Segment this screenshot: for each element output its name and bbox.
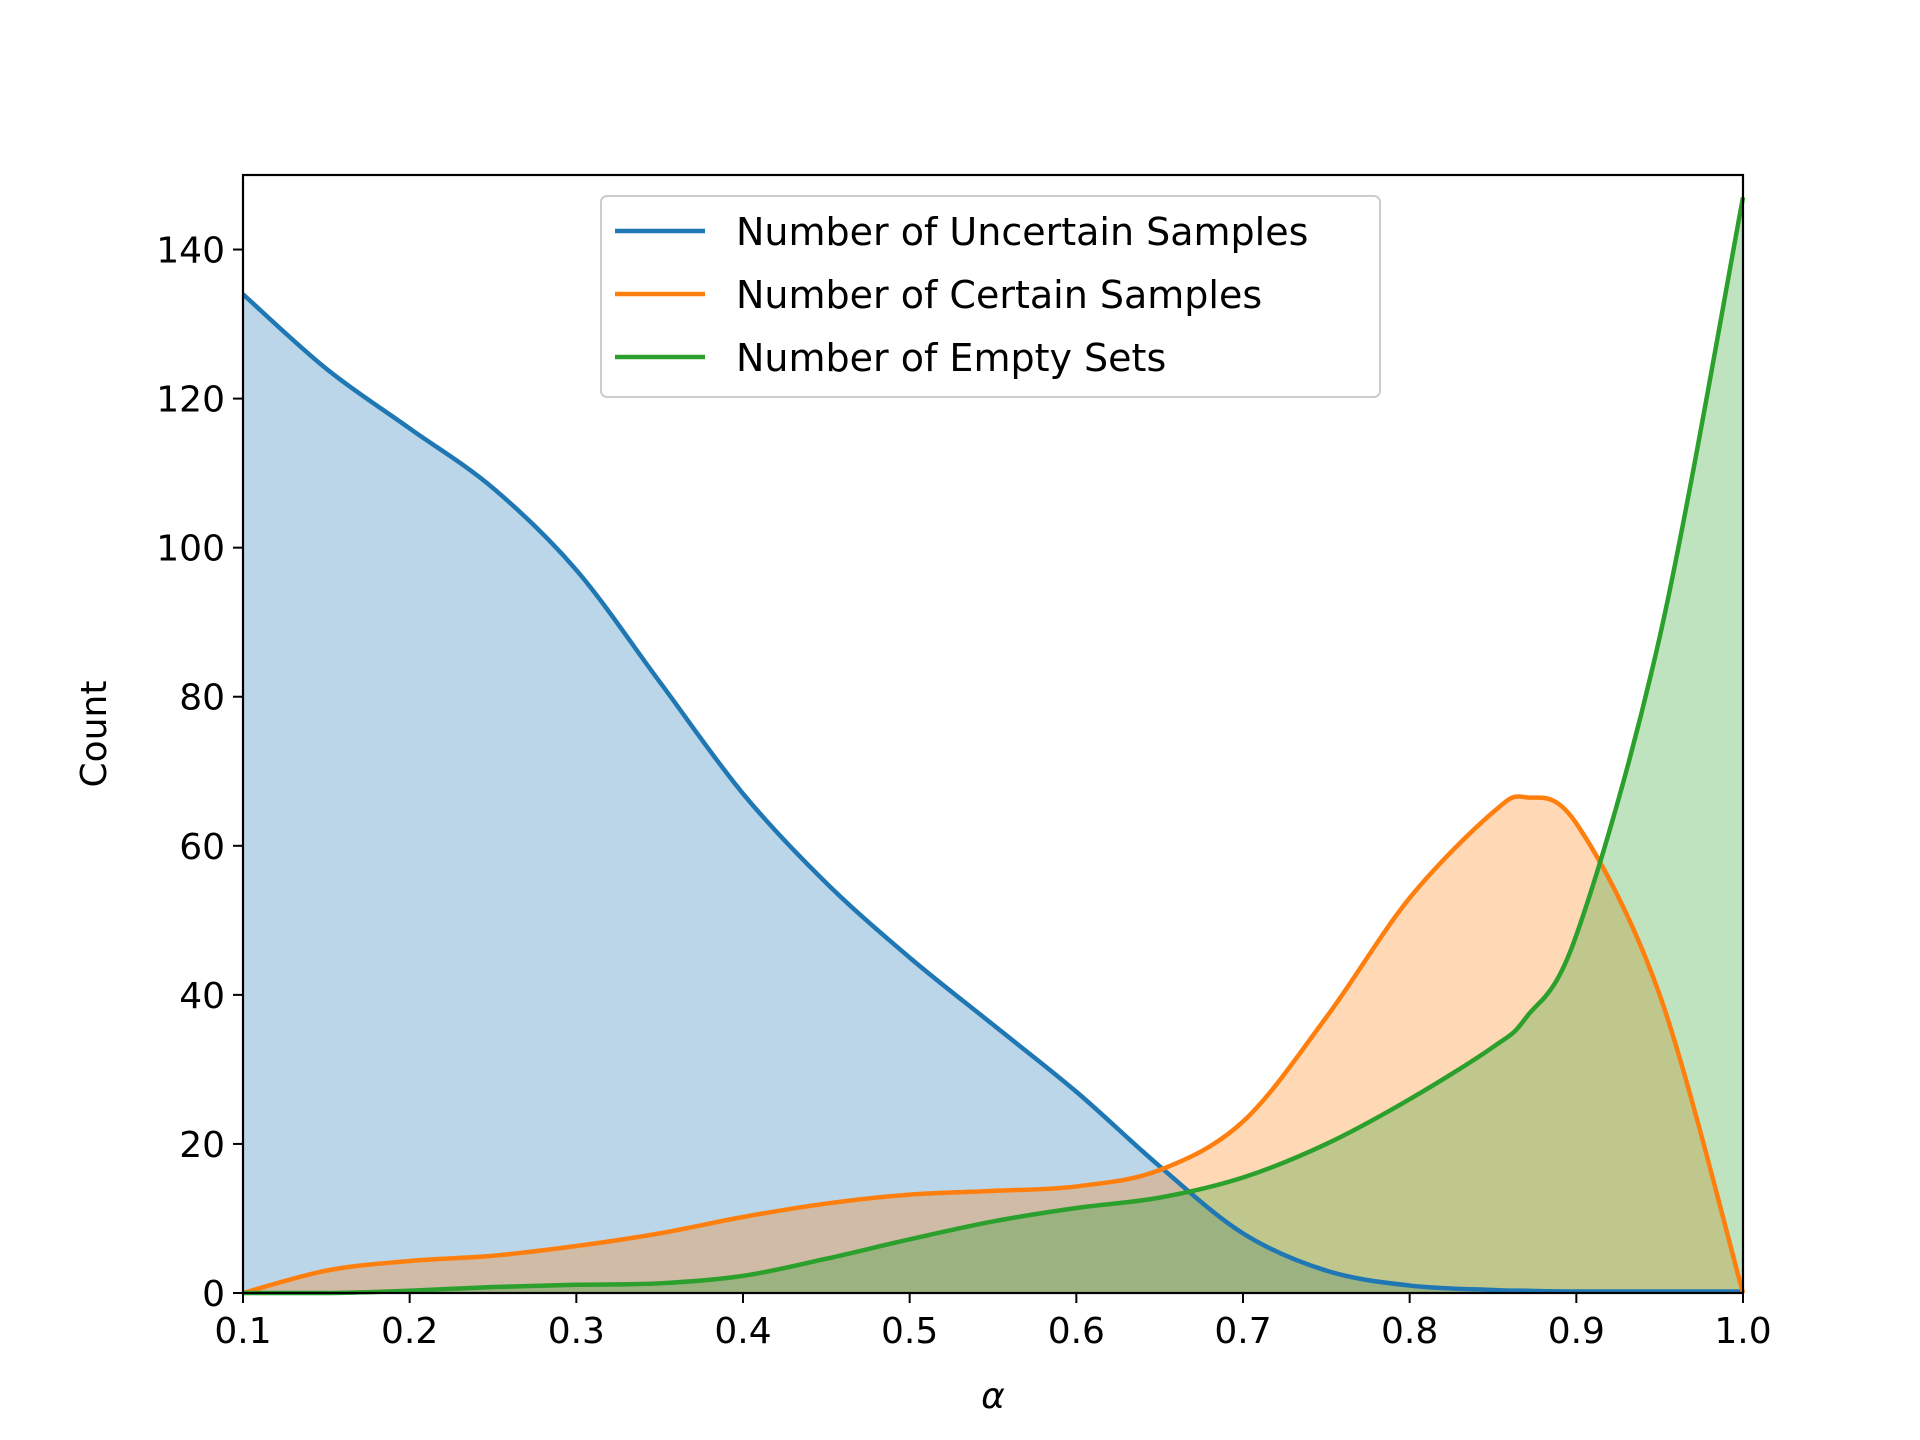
legend-label: Number of Certain Samples: [736, 273, 1262, 317]
y-tick-label: 40: [179, 976, 225, 1017]
series-line-0: [241, 292, 1743, 1294]
x-tick-label: 1.0: [1714, 1311, 1771, 1352]
x-tick-label: 0.3: [548, 1311, 605, 1352]
x-tick-label: 0.1: [214, 1311, 271, 1352]
legend-label: Number of Empty Sets: [736, 336, 1166, 380]
x-tick-label: 0.2: [381, 1311, 438, 1352]
area-fill-series-1: [243, 796, 1743, 1293]
y-tick-label: 80: [179, 678, 225, 719]
x-tick-label: 0.7: [1214, 1311, 1271, 1352]
y-tick-label: 140: [156, 231, 225, 272]
x-tick-label: 0.9: [1548, 1311, 1605, 1352]
x-axis-title: α: [981, 1376, 1005, 1417]
legend-label: Number of Uncertain Samples: [736, 210, 1308, 254]
area-fills: [243, 197, 1743, 1294]
series-line-1: [242, 794, 1746, 1296]
area-fill-series-0: [243, 294, 1743, 1293]
y-axis-ticks: 0 20 40 60 80 100 120 140: [156, 231, 243, 1315]
x-axis-ticks: 0.1 0.2 0.3 0.4 0.5 0.6 0.7 0.8 0.9 1.0: [214, 1293, 1772, 1352]
plot-frame: [241, 173, 1745, 1295]
area-fill-series-2: [243, 197, 1743, 1294]
legend: Number of Uncertain Samples Number of Cer…: [600, 195, 1381, 398]
series-line-2: [243, 196, 1746, 1296]
y-axis-title: Count: [74, 681, 115, 788]
series-lines: [241, 196, 1746, 1296]
y-tick-label: 0: [202, 1274, 225, 1315]
y-tick-label: 60: [179, 827, 225, 868]
y-tick-label: 20: [179, 1125, 225, 1166]
y-tick-label: 100: [156, 529, 225, 570]
x-tick-label: 0.6: [1048, 1311, 1105, 1352]
x-tick-label: 0.4: [714, 1311, 771, 1352]
x-tick-label: 0.8: [1381, 1311, 1438, 1352]
legend-box: [600, 195, 1381, 398]
x-tick-label: 0.5: [881, 1311, 938, 1352]
y-tick-label: 120: [156, 380, 225, 421]
